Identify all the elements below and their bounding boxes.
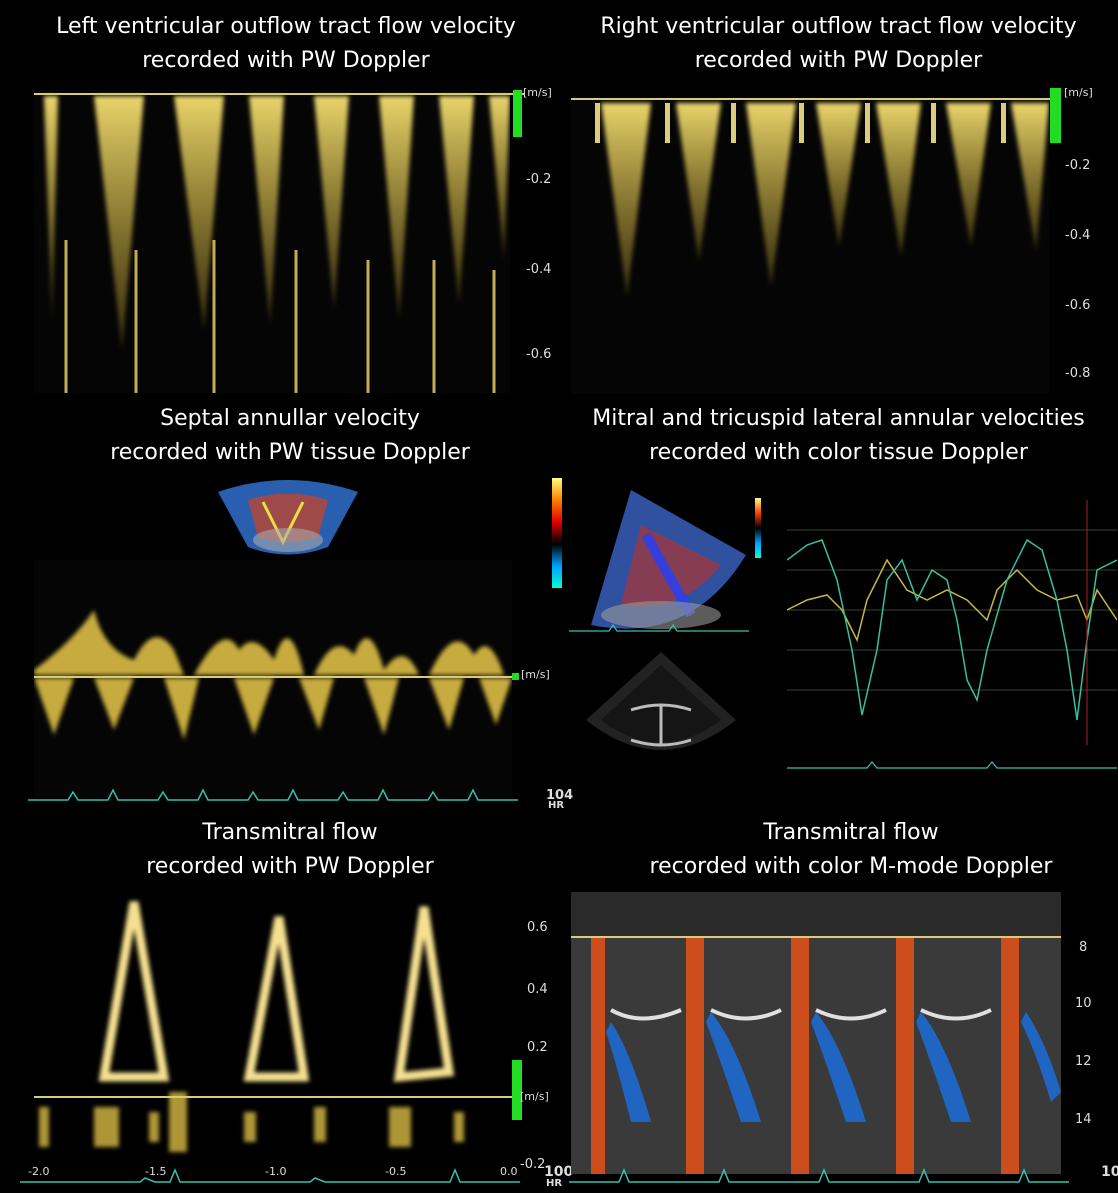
transmitral-pw-tick-3: 0.2 — [527, 1040, 548, 1055]
mitral-tricuspid-panel: Mitral and tricuspid lateral annular vel… — [552, 400, 1118, 812]
transmitral-pw-unit-label: [m/s] — [520, 1090, 549, 1103]
septal-unit-label: [m/s] — [521, 668, 550, 681]
color-scale-bar — [552, 478, 562, 588]
septal-panel: Septal annullar velocity recorded with P… — [0, 400, 573, 812]
mitral-small-ecg — [569, 623, 749, 632]
transmitral-mmode-title: Transmitral flow recorded with color M-m… — [559, 816, 1118, 884]
lvot-tick-2: -0.4 — [526, 262, 552, 277]
tricuspid-velocity-curve — [787, 538, 1117, 721]
transmitral-pw-title-line1: Transmitral flow — [202, 820, 378, 845]
lvot-envelopes — [44, 96, 510, 350]
transmitral-pw-hr-value: 100 — [544, 1164, 574, 1180]
transmitral-mmode-title-line1: Transmitral flow — [763, 820, 939, 845]
lvot-doppler-image — [34, 90, 510, 393]
rvot-unit-label: [m/s] — [1064, 86, 1093, 99]
transmitral-pw-envelopes — [39, 901, 464, 1152]
transmitral-pw-trace — [39, 901, 464, 1152]
mitral-color-sector-image — [591, 490, 746, 629]
rvot-scale-marker — [1050, 88, 1061, 143]
septal-spectral-trace — [34, 610, 512, 740]
color-scale-bar-right — [755, 498, 761, 558]
transmitral-pw-time-tick-2: -1.5 — [145, 1165, 167, 1178]
transmitral-mmode-tick-2: 10 — [1075, 996, 1092, 1011]
lvot-title-line2: recorded with PW Doppler — [142, 48, 430, 73]
lvot-panel: Left ventricular outflow tract flow velo… — [0, 0, 559, 400]
transmitral-pw-panel: Transmitral flow recorded with PW Dopple… — [0, 812, 573, 1193]
septal-hr-value: 104 — [546, 788, 574, 803]
transmitral-mmode-tick-1: 8 — [1079, 940, 1088, 955]
transmitral-pw-tick-4: -0.2 — [520, 1157, 546, 1172]
septal-baseline — [34, 676, 512, 678]
transmitral-pw-time-tick-4: -0.5 — [385, 1165, 407, 1178]
rvot-title-line1: Right ventricular outflow tract flow vel… — [600, 14, 1077, 39]
transmitral-mmode-hr-value: 10 — [1101, 1164, 1118, 1180]
rvot-title: Right ventricular outflow tract flow vel… — [559, 10, 1118, 78]
transmitral-mmode-tick-4: 14 — [1075, 1112, 1092, 1127]
transmitral-mmode-panel: Transmitral flow recorded with color M-m… — [559, 812, 1118, 1193]
rvot-title-line2: recorded with PW Doppler — [694, 48, 983, 73]
mitral-tricuspid-title-line1: Mitral and tricuspid lateral annular vel… — [592, 406, 1085, 431]
mmode-blue-jets — [606, 1012, 1061, 1122]
rvot-baseline — [571, 98, 1059, 100]
mitral-tricuspid-title-line2: recorded with color tissue Doppler — [649, 440, 1028, 465]
mmode-red-bands — [591, 937, 1019, 1174]
lvot-baseline — [34, 93, 524, 95]
transmitral-mmode-baseline — [571, 936, 1061, 938]
transmitral-pw-title: Transmitral flow recorded with PW Dopple… — [0, 816, 580, 884]
septal-title: Septal annullar velocity recorded with P… — [0, 402, 580, 470]
rvot-panel: Right ventricular outflow tract flow vel… — [559, 0, 1118, 400]
transmitral-mmode-tick-3: 12 — [1075, 1054, 1092, 1069]
velocity-plot-area — [787, 500, 1117, 745]
transmitral-mmode-trace — [571, 892, 1061, 1174]
transmitral-pw-tick-1: 0.6 — [527, 920, 548, 935]
septal-envelopes — [34, 610, 512, 740]
rvot-envelopes — [601, 103, 1049, 297]
transmitral-pw-baseline — [34, 1096, 512, 1098]
transmitral-pw-hr-label: HR — [546, 1178, 563, 1189]
transmitral-pw-time-tick-3: -1.0 — [265, 1165, 287, 1178]
transmitral-pw-time-tick-1: -2.0 — [28, 1165, 50, 1178]
septal-2d-sector-image — [218, 480, 358, 555]
lvot-unit-label: [m/s] — [523, 86, 552, 99]
septal-doppler-image — [34, 560, 512, 798]
mitral-plot-ecg — [787, 761, 1117, 769]
septal-title-line1: Septal annullar velocity — [160, 406, 420, 431]
rvot-tick-4: -0.8 — [1065, 366, 1091, 381]
transmitral-pw-tick-2: 0.4 — [527, 982, 548, 997]
rvot-spectral-trace — [595, 103, 1049, 297]
lvot-tick-1: -0.2 — [526, 172, 552, 187]
rvot-tick-1: -0.2 — [1065, 158, 1091, 173]
transmitral-pw-doppler-image — [34, 892, 510, 1174]
septal-title-line2: recorded with PW tissue Doppler — [110, 440, 470, 465]
transmitral-mmode-image — [571, 892, 1061, 1174]
transmitral-mmode-title-line2: recorded with color M-mode Doppler — [649, 854, 1053, 879]
mmode-valve-lines — [610, 1008, 992, 1021]
lvot-scale-marker — [513, 90, 522, 137]
lvot-tick-3: -0.6 — [526, 347, 552, 362]
rvot-tick-2: -0.4 — [1065, 228, 1091, 243]
transmitral-mmode-ecg-trace — [569, 1168, 1069, 1183]
transmitral-pw-scale-marker — [512, 1060, 522, 1120]
lvot-title-line1: Left ventricular outflow tract flow velo… — [56, 14, 516, 39]
lvot-spectral-trace — [44, 96, 510, 393]
septal-hr-label: HR — [548, 800, 565, 811]
septal-ecg-trace — [28, 788, 518, 801]
rvot-doppler-image — [571, 97, 1049, 394]
mitral-bw-sector-image — [586, 652, 736, 750]
rvot-tick-3: -0.6 — [1065, 298, 1091, 313]
transmitral-pw-ecg-trace — [20, 1168, 520, 1183]
transmitral-pw-time-tick-5: 0.0 — [500, 1165, 518, 1178]
lvot-title: Left ventricular outflow tract flow velo… — [0, 10, 572, 78]
septal-scale-marker — [512, 673, 519, 680]
transmitral-pw-title-line2: recorded with PW Doppler — [146, 854, 434, 879]
mitral-tricuspid-title: Mitral and tricuspid lateral annular vel… — [559, 402, 1118, 470]
velocity-curves — [787, 500, 1117, 745]
